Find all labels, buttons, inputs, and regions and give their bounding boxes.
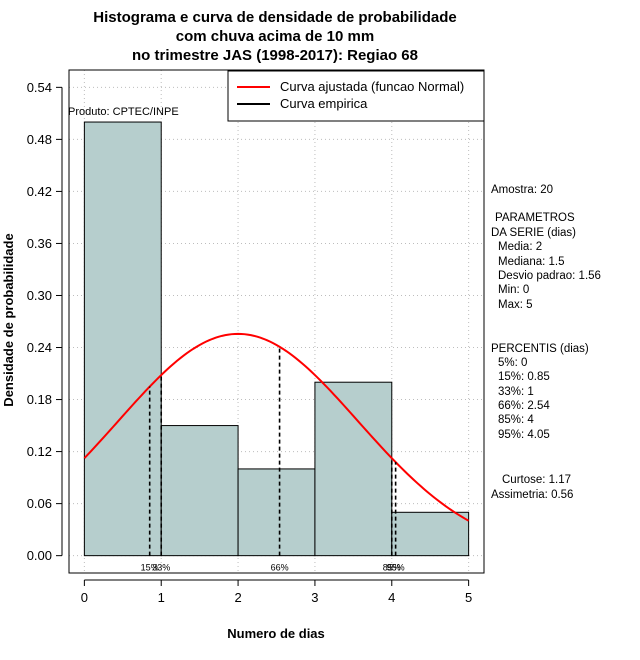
x-tick-label-5: 5 [465,590,472,605]
y-tick-label-2: 0.12 [27,444,52,459]
legend-box [227,70,485,122]
y-tick-label-0: 0.00 [27,548,52,563]
stat-parametros-title-1: PARAMETROS [495,212,575,224]
axes: 0 1 2 3 4 5 0.00 0.06 0.12 0.18 0.24 0.30 0.36 0.42 0.… [27,80,473,605]
percentile-label-0: 15% [141,563,159,573]
stat-p5: 5%: 0 [498,357,527,369]
histogram-bar-0 [83,121,162,557]
histogram-bars [83,121,470,557]
stat-p95: 95%: 4.05 [498,429,550,441]
histogram-bar-4 [391,511,470,557]
stat-parametros-title-2: DA SERIE (dias) [491,227,576,239]
stat-curtose: Curtose: 1.17 [502,474,571,486]
histogram-bar-3 [314,381,393,557]
x-tick-label-4: 4 [388,590,395,605]
legend-fit-label: Curva ajustada (funcao Normal) [280,79,464,94]
percentile-lines: 15%33% 66% 85%95% [141,346,405,573]
percentile-label-3: 85% [383,563,401,573]
stat-mediana: Mediana: 1.5 [498,256,565,268]
legend-empirical-label: Curva empirica [280,96,368,111]
stat-p15: 15%: 0.85 [498,371,550,383]
stat-p33: 33%: 1 [498,386,534,398]
stat-p66: 66%: 2.54 [498,400,550,412]
chart-title-line-3: no trimestre JAS (1998-2017): Regiao 68 [132,47,418,64]
legend: Curva ajustada (funcao Normal) Curva emp… [227,70,485,122]
stats-panel: Amostra: 20 PARAMETROS DA SERIE (dias) M… [491,184,601,501]
chart-title-line-2: com chuva acima de 10 mm [176,28,374,45]
normal-fit-curve [83,332,470,522]
percentile-label-4: 95% [387,563,405,573]
stat-amostra: Amostra: 20 [491,184,553,196]
y-tick-label-6: 0.36 [27,236,52,251]
y-tick-label-3: 0.18 [27,392,52,407]
produto-annotation: Produto: CPTEC/INPE [68,106,179,118]
histogram-bar-2 [237,468,316,557]
stat-max: Max: 5 [498,299,533,311]
y-tick-label-5: 0.30 [27,288,52,303]
plot-frame [68,69,485,574]
percentile-label-1: 33% [152,563,170,573]
stat-min: Min: 0 [498,284,529,296]
x-tick-label-1: 1 [158,590,165,605]
fit-curve-layer [83,332,470,522]
y-tick-label-8: 0.48 [27,132,52,147]
stat-p85: 85%: 4 [498,414,534,426]
stat-desvio: Desvio padrao: 1.56 [498,270,601,282]
y-tick-label-1: 0.06 [27,496,52,511]
histogram-bar-1 [160,425,239,557]
y-tick-label-4: 0.24 [27,340,52,355]
stat-percentis-title: PERCENTIS (dias) [491,343,589,355]
x-tick-label-2: 2 [234,590,241,605]
stat-assimetria: Assimetria: 0.56 [491,489,573,501]
x-tick-label-0: 0 [81,590,88,605]
chart-title-line-1: Histograma e curva de densidade de proba… [93,9,456,26]
stat-media: Media: 2 [498,241,542,253]
y-tick-label-9: 0.54 [27,80,52,95]
percentile-label-2: 66% [271,563,289,573]
y-axis-label: Densidade de probabilidade [1,233,16,406]
y-tick-label-7: 0.42 [27,184,52,199]
x-axis-label: Numero de dias [227,626,325,641]
x-tick-label-3: 3 [311,590,318,605]
